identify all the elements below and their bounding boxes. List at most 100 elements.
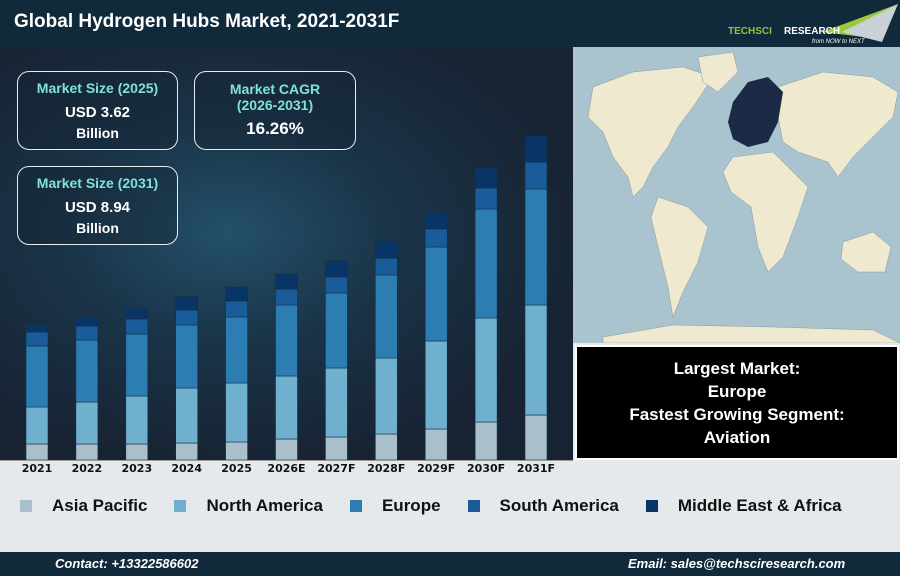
bar-segment-north-america-2026E [275,375,298,440]
legend-label: Europe [381,496,441,515]
legend-swatch [645,500,658,512]
x-tick-label: 2031F [517,462,555,475]
header: Global Hydrogen Hubs Market, 2021-2031F … [0,0,900,47]
bar-segment-europe-2030F [474,208,498,319]
bar-segment-asia-pacific-2029F [424,428,448,461]
bar-segment-europe-2021 [25,345,49,408]
legend-label: Middle East & Africa [677,496,842,515]
x-tick-label: 2028F [367,462,405,475]
legend-swatch [20,500,32,512]
australia [840,231,892,273]
bar-segment-south-america-2031F [524,161,548,190]
contact-email: Email: sales@techsciresearch.com [628,556,846,571]
asia [777,71,899,178]
bar-segment-middle-east-africa-2021 [25,324,49,333]
card-unit: Billion [76,125,119,141]
antarctica [602,324,900,344]
bar-segment-middle-east-africa-2024 [175,296,198,311]
europe-highlight [728,77,783,147]
bar-segment-north-america-2030F [474,317,498,423]
bar-segment-europe-2027F [325,292,348,369]
card-label: Market CAGR [229,81,321,97]
bar-segment-asia-pacific-2024 [175,442,198,461]
bar-segment-middle-east-africa-2022 [75,316,99,327]
bar-segment-south-america-2024 [175,309,198,326]
africa [722,151,809,273]
bar-segment-asia-pacific-2030F [474,421,498,461]
bar-segment-south-america-2030F [474,187,498,210]
bar-segment-north-america-2023 [125,395,149,445]
bar-segment-south-america-2023 [125,318,149,335]
bar-segment-north-america-2028F [374,357,398,435]
legend-item: North America [174,496,323,516]
legend-label: North America [206,496,323,515]
bar-segment-north-america-2022 [75,401,99,445]
legend-swatch [349,500,362,512]
bar-segment-europe-2026E [275,304,298,377]
bar-segment-middle-east-africa-2029F [424,211,448,230]
bar-segment-north-america-2029F [424,340,448,430]
bar-segment-north-america-2025 [225,382,248,443]
bar-segment-middle-east-africa-2028F [374,241,398,259]
bar-segment-north-america-2021 [25,406,49,445]
legend-label: South America [499,496,619,515]
page-title: Global Hydrogen Hubs Market, 2021-2031F [14,11,400,32]
key-insights-box: Largest Market: Europe Fastest Growing S… [575,345,899,460]
x-tick-label: 2025 [221,462,252,475]
card-label-period: (2026-2031) [236,97,314,113]
bar-segment-middle-east-africa-2030F [474,167,498,189]
bar-segment-middle-east-africa-2031F [524,135,548,163]
bar-segment-middle-east-africa-2027F [325,260,348,278]
footer: Contact: +13322586602 Email: sales@techs… [0,552,900,576]
bar-segment-europe-2022 [75,339,99,403]
legend-item: Europe [349,496,441,516]
bar-segment-europe-2031F [524,188,548,306]
card-value: 16.26% [246,119,304,138]
svg-text:TECHSCI: TECHSCI [728,26,772,37]
x-tick-label: 2021 [22,462,53,475]
bar-segment-europe-2025 [225,316,248,384]
x-tick-label: 2024 [171,462,202,475]
north-america [587,66,714,198]
bar-segment-middle-east-africa-2026E [275,273,298,290]
market-cagr-card: Market CAGR (2026-2031) 16.26% [194,71,356,150]
card-label: Market Size (2025) [36,80,159,96]
bar-segment-asia-pacific-2021 [25,443,49,461]
legend-item: Middle East & Africa [645,496,842,516]
largest-market-value: Europe [707,382,767,401]
x-tick-label: 2026E [267,462,305,475]
bar-segment-europe-2028F [374,274,398,359]
card-value: USD 8.94 [64,199,131,216]
x-tick-label: 2022 [72,462,103,475]
card-value: USD 3.62 [64,104,131,121]
market-size-2025-card: Market Size (2025) USD 3.62 Billion [17,71,178,150]
fastest-segment-label: Fastest Growing Segment: [629,405,845,424]
contact-phone: Contact: +13322586602 [55,556,199,571]
card-label: Market Size (2031) [36,175,159,191]
x-tick-label: 2027F [317,462,355,475]
bar-segment-europe-2024 [175,324,198,389]
bar-segment-asia-pacific-2025 [225,441,248,461]
legend-item: Asia Pacific [20,496,147,516]
svg-text:RESEARCH: RESEARCH [784,26,840,37]
x-tick-label: 2023 [121,462,152,475]
bar-segment-asia-pacific-2026E [275,438,298,461]
largest-market-label: Largest Market: [673,359,801,378]
bar-segment-asia-pacific-2022 [75,443,99,461]
bar-segment-north-america-2031F [524,304,548,416]
bar-segment-asia-pacific-2023 [125,443,149,461]
bar-segment-europe-2029F [424,246,448,342]
bar-segment-middle-east-africa-2023 [125,307,149,320]
card-unit: Billion [76,220,119,236]
greenland [697,51,739,93]
x-tick-label: 2029F [417,462,455,475]
legend-swatch [174,500,187,512]
bar-segment-south-america-2022 [75,325,99,341]
bar-segment-middle-east-africa-2025 [225,286,248,302]
fastest-segment-value: Aviation [703,428,771,447]
bar-segment-asia-pacific-2031F [524,414,548,461]
legend-item: South America [467,496,619,516]
x-axis-line [0,460,573,461]
bar-segment-south-america-2025 [225,300,248,318]
south-america [650,196,709,318]
